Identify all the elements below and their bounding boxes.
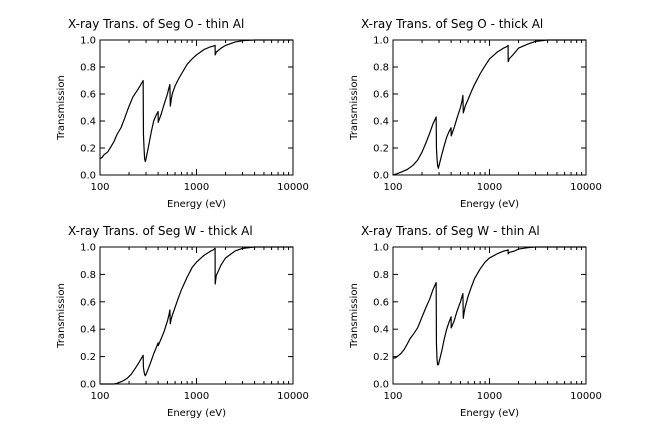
x-tick-label: 10000	[570, 391, 602, 402]
y-tick-label: 0.4	[80, 117, 96, 128]
y-tick-label: 1.0	[80, 243, 96, 254]
x-tick-label: 10000	[277, 182, 309, 193]
x-tick-label: 1000	[477, 182, 502, 193]
panel-4: X-ray Trans. of Seg W - thin Al 100 1000 10…	[349, 224, 602, 419]
y-axis-label: Transmission	[349, 75, 360, 141]
y-axis-label: Transmission	[56, 283, 67, 349]
y-tick-label: 0.8	[373, 63, 389, 74]
y-tick-label: 0.0	[373, 380, 389, 391]
y-tick-label: 0.4	[373, 325, 389, 336]
chart-title: X-ray Trans. of Seg W - thick Al	[68, 224, 253, 238]
panel-2: X-ray Trans. of Seg O - thick Al 100 1000 1…	[349, 17, 602, 210]
y-tick-label: 0.6	[373, 90, 389, 101]
chart-title: X-ray Trans. of Seg O - thin Al	[68, 17, 244, 31]
x-tick-label: 100	[90, 391, 109, 402]
y-tick-label: 0.8	[80, 270, 96, 281]
panel-3: X-ray Trans. of Seg W - thick Al 100 1000 1…	[56, 224, 309, 419]
x-axis-label: Energy (eV)	[460, 199, 519, 210]
y-tick-label: 0.6	[80, 90, 96, 101]
x-tick-label: 100	[90, 182, 109, 193]
y-tick-label: 0.6	[373, 297, 389, 308]
plot-frame	[99, 246, 294, 385]
y-tick-label: 1.0	[373, 243, 389, 254]
y-tick-label: 0.0	[373, 171, 389, 182]
y-tick-label: 0.0	[80, 171, 96, 182]
y-tick-label: 0.4	[80, 325, 96, 336]
x-axis-label: Energy (eV)	[167, 199, 226, 210]
y-tick-label: 0.2	[80, 352, 96, 363]
y-tick-label: 0.2	[80, 144, 96, 155]
y-axis-label: Transmission	[56, 75, 67, 141]
x-axis-label: Energy (eV)	[460, 408, 519, 419]
chart-title: X-ray Trans. of Seg W - thin Al	[361, 224, 540, 238]
x-axis-label: Energy (eV)	[167, 408, 226, 419]
series-line-transmission	[100, 246, 293, 385]
x-tick-label: 100	[383, 391, 402, 402]
y-tick-label: 0.6	[80, 297, 96, 308]
panel-1: X-ray Trans. of Seg O - thin Al 100 1000 10…	[56, 17, 309, 210]
y-tick-label: 0.4	[373, 117, 389, 128]
y-tick-label: 0.8	[80, 63, 96, 74]
x-tick-label: 10000	[570, 182, 602, 193]
plot-frame	[392, 39, 587, 176]
x-tick-label: 1000	[184, 391, 209, 402]
y-axis-label: Transmission	[349, 283, 360, 349]
y-tick-label: 0.8	[373, 270, 389, 281]
x-tick-label: 100	[383, 182, 402, 193]
y-tick-label: 0.2	[373, 144, 389, 155]
series-line-transmission	[99, 39, 293, 163]
y-tick-label: 1.0	[373, 36, 389, 47]
x-tick-label: 1000	[477, 391, 502, 402]
x-tick-label: 10000	[277, 391, 309, 402]
y-tick-label: 1.0	[80, 36, 96, 47]
series-line-transmission	[393, 246, 586, 366]
y-tick-label: 0.0	[80, 380, 96, 391]
chart-title: X-ray Trans. of Seg O - thick Al	[361, 17, 543, 31]
x-tick-label: 1000	[184, 182, 209, 193]
y-tick-label: 0.2	[373, 352, 389, 363]
series-line-transmission	[392, 39, 586, 176]
plot-frame	[392, 246, 587, 385]
